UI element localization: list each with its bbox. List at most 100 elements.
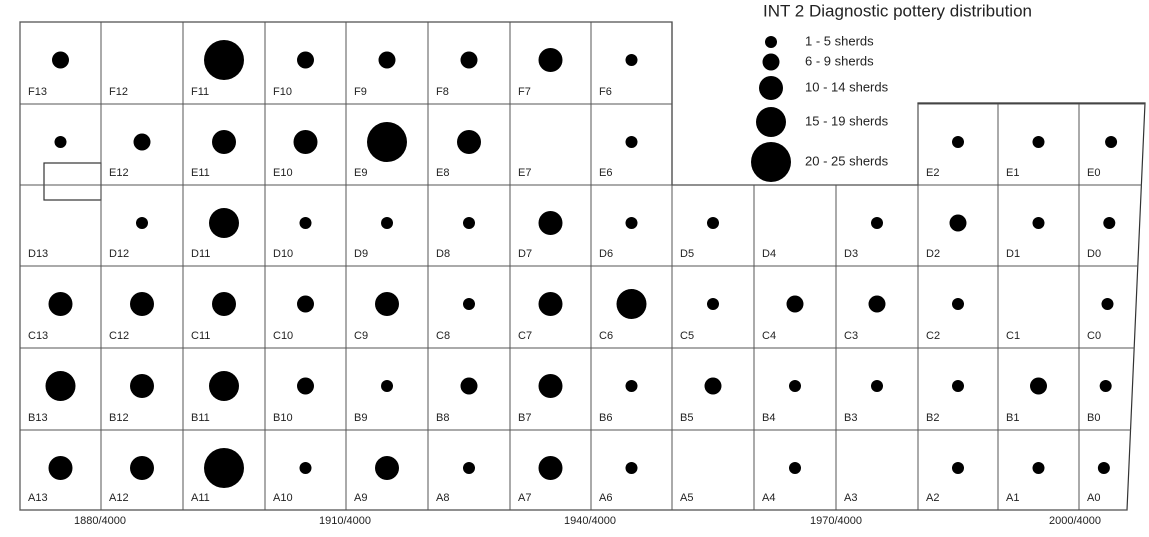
cell-label: A13: [28, 492, 48, 504]
cell-label: D2: [926, 248, 940, 260]
cell-label: D10: [273, 248, 293, 260]
cell-label: C9: [354, 330, 368, 342]
sherd-dot: [378, 51, 396, 69]
cell-label: A12: [109, 492, 129, 504]
sherd-dot: [538, 456, 563, 480]
sherd-dot: [1032, 136, 1045, 148]
cell-label: C13: [28, 330, 48, 342]
sherd-dot: [460, 377, 478, 395]
cell-label: A7: [518, 492, 531, 504]
cell-label: A8: [436, 492, 449, 504]
cell-label: D7: [518, 248, 532, 260]
scale-label: 1970/4000: [810, 515, 862, 527]
sherd-dot: [1099, 380, 1112, 392]
legend-dot: [759, 76, 783, 100]
sherd-dot: [625, 136, 638, 148]
sherd-dot: [707, 298, 719, 310]
sherd-dot: [48, 292, 73, 316]
sherd-dot: [297, 51, 314, 69]
sherd-dot: [786, 295, 804, 313]
sherd-dot: [1032, 462, 1045, 474]
cell-label: A4: [762, 492, 775, 504]
sherd-dot: [209, 371, 239, 401]
sherd-dot: [625, 380, 638, 392]
sherd-dot: [293, 130, 318, 154]
sherd-dot: [625, 54, 638, 66]
cell-label: C5: [680, 330, 694, 342]
cell-label: D8: [436, 248, 450, 260]
sherd-dot: [52, 51, 69, 69]
sherd-dot: [204, 40, 244, 80]
cell-label: C8: [436, 330, 450, 342]
sherd-dot: [48, 456, 73, 480]
cell-label: C12: [109, 330, 129, 342]
cell-label: C1: [1006, 330, 1020, 342]
cell-label: F8: [436, 86, 449, 98]
cell-label: D11: [191, 248, 210, 260]
cell-label: B11: [191, 412, 210, 424]
sherd-dot: [616, 289, 647, 319]
cell-label: B2: [926, 412, 939, 424]
cell-label: A9: [354, 492, 367, 504]
legend-dot: [756, 107, 786, 137]
cell-label: D13: [28, 248, 48, 260]
sherd-dot: [209, 208, 239, 238]
cell-label: B6: [599, 412, 612, 424]
cell-label: B10: [273, 412, 293, 424]
cell-label: E2: [926, 167, 939, 179]
sherd-dot: [130, 456, 154, 480]
sherd-dot: [949, 214, 967, 232]
cell-label: B3: [844, 412, 857, 424]
cell-label: B0: [1087, 412, 1100, 424]
cell-label: F10: [273, 86, 292, 98]
legend-label: 10 - 14 sherds: [805, 79, 889, 94]
sherd-dot: [952, 136, 964, 148]
sherd-dot: [457, 130, 481, 154]
cell-label: D9: [354, 248, 368, 260]
cell-label: C6: [599, 330, 613, 342]
cell-label: C0: [1087, 330, 1101, 342]
cell-label: E12: [109, 167, 129, 179]
legend-dot: [765, 36, 777, 48]
sherd-dot: [1103, 217, 1116, 229]
cell-label: B12: [109, 412, 129, 424]
scale-label: 1940/4000: [564, 515, 616, 527]
sherd-dot: [54, 136, 67, 148]
cell-label: B8: [436, 412, 449, 424]
legend-title: INT 2 Diagnostic pottery distribution: [763, 1, 1032, 20]
cell-label: A0: [1087, 492, 1100, 504]
sherd-dot: [381, 217, 393, 229]
cell-label: E7: [518, 167, 531, 179]
cell-label: A10: [273, 492, 293, 504]
cell-label: F11: [191, 86, 209, 98]
cell-label: A11: [191, 492, 210, 504]
sherd-dot: [212, 130, 236, 154]
sherd-dot: [463, 298, 475, 310]
sherd-dot: [868, 295, 886, 313]
cell-label: B7: [518, 412, 531, 424]
cell-label: F7: [518, 86, 531, 98]
cell-label: E9: [354, 167, 367, 179]
cell-label: D0: [1087, 248, 1101, 260]
sherd-dot: [952, 298, 964, 310]
sherd-dot: [45, 371, 76, 401]
cell-label: E6: [599, 167, 612, 179]
sherd-dot: [704, 377, 722, 395]
cell-label: F6: [599, 86, 612, 98]
cell-label: C2: [926, 330, 940, 342]
cell-label: E8: [436, 167, 449, 179]
cell-label: D4: [762, 248, 776, 260]
scale-label: 2000/4000: [1049, 515, 1101, 527]
sherd-dot: [1032, 217, 1045, 229]
cell-label: F9: [354, 86, 367, 98]
sherd-dot: [297, 295, 314, 313]
cell-label: D12: [109, 248, 129, 260]
cell-label: A1: [1006, 492, 1019, 504]
sherd-dot: [1097, 462, 1110, 474]
legend-label: 20 - 25 sherds: [805, 153, 889, 168]
sherd-dot: [375, 456, 399, 480]
sherd-dot: [625, 217, 638, 229]
sherd-dot: [130, 374, 154, 398]
sherd-dot: [1105, 136, 1118, 148]
